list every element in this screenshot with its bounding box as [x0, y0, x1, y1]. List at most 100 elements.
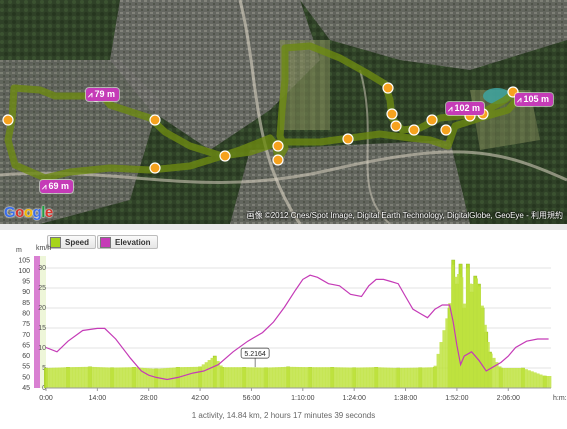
speed-bar[interactable]: [512, 368, 517, 388]
speed-bar[interactable]: [198, 366, 203, 388]
speed-bar[interactable]: [295, 366, 299, 388]
speed-bar[interactable]: [442, 330, 446, 388]
speed-bar[interactable]: [509, 368, 514, 388]
speed-bar[interactable]: [404, 367, 408, 388]
speed-bar[interactable]: [336, 367, 341, 388]
speed-bar[interactable]: [101, 367, 106, 388]
legend-elevation[interactable]: Elevation: [97, 235, 158, 249]
speed-bar[interactable]: [448, 303, 452, 388]
speed-bar[interactable]: [289, 366, 294, 388]
speed-bar[interactable]: [545, 376, 549, 388]
speed-bar[interactable]: [489, 353, 493, 388]
speed-bar[interactable]: [327, 367, 332, 388]
elevation-badge[interactable]: ⩘ 79 m: [86, 88, 120, 101]
speed-bar[interactable]: [90, 366, 94, 388]
speed-bar[interactable]: [542, 375, 546, 388]
speed-bar[interactable]: [257, 367, 261, 388]
speed-bar[interactable]: [492, 357, 496, 388]
speed-bar[interactable]: [263, 367, 267, 388]
speed-bar[interactable]: [260, 367, 264, 388]
speed-bar[interactable]: [518, 368, 523, 388]
speed-bar[interactable]: [184, 367, 188, 388]
speed-bar[interactable]: [69, 367, 73, 388]
speed-bar[interactable]: [60, 367, 65, 388]
speed-bar[interactable]: [410, 367, 414, 388]
speed-bar[interactable]: [395, 367, 399, 388]
speed-bar[interactable]: [216, 361, 220, 388]
speed-bar[interactable]: [81, 366, 85, 388]
speed-bar[interactable]: [169, 367, 173, 388]
speed-bar[interactable]: [433, 365, 437, 388]
speed-bar[interactable]: [134, 367, 138, 388]
speed-bar[interactable]: [521, 368, 525, 388]
speed-bar[interactable]: [119, 367, 123, 388]
speed-bar[interactable]: [357, 367, 361, 388]
speed-bar[interactable]: [148, 368, 153, 388]
speed-bar[interactable]: [351, 367, 355, 388]
speed-bar[interactable]: [486, 342, 490, 388]
route-marker[interactable]: [272, 140, 284, 152]
speed-bar[interactable]: [536, 373, 540, 388]
speed-bar[interactable]: [280, 367, 285, 388]
speed-bar[interactable]: [418, 367, 423, 388]
speed-bar[interactable]: [178, 367, 182, 388]
speed-bar[interactable]: [231, 367, 235, 388]
speed-bar[interactable]: [471, 284, 476, 388]
speed-bar[interactable]: [110, 367, 115, 388]
speed-bar[interactable]: [501, 368, 505, 388]
speed-bar[interactable]: [506, 368, 511, 388]
speed-bar[interactable]: [398, 367, 402, 388]
route-marker[interactable]: [342, 133, 354, 145]
speed-bar[interactable]: [254, 367, 258, 388]
speed-bar[interactable]: [439, 342, 443, 388]
speed-bar[interactable]: [413, 367, 417, 388]
speed-bar[interactable]: [46, 367, 50, 388]
speed-bar[interactable]: [292, 366, 297, 388]
speed-bar[interactable]: [389, 367, 393, 388]
speed-bar[interactable]: [236, 367, 241, 388]
speed-bar[interactable]: [151, 368, 156, 388]
speed-bar[interactable]: [515, 368, 520, 388]
route-marker[interactable]: [386, 108, 398, 120]
speed-bar[interactable]: [427, 367, 432, 388]
speed-bar[interactable]: [322, 367, 326, 388]
route-marker[interactable]: [272, 154, 284, 166]
speed-bar[interactable]: [52, 367, 56, 388]
speed-bar[interactable]: [72, 367, 76, 388]
speed-bar[interactable]: [524, 369, 528, 388]
speed-bar[interactable]: [348, 367, 352, 388]
speed-bar[interactable]: [421, 367, 426, 388]
speed-bar[interactable]: [457, 274, 461, 388]
speed-bar[interactable]: [360, 367, 364, 388]
speed-bar[interactable]: [204, 362, 208, 388]
speed-bar[interactable]: [342, 367, 346, 388]
speed-bar[interactable]: [310, 367, 314, 388]
speed-bar[interactable]: [128, 367, 132, 388]
speed-bar[interactable]: [266, 367, 270, 388]
speed-bar[interactable]: [436, 353, 440, 388]
speed-bar[interactable]: [234, 367, 238, 388]
speed-bar[interactable]: [54, 367, 59, 388]
speed-bar[interactable]: [107, 367, 112, 388]
speed-bar[interactable]: [63, 367, 68, 388]
route-marker[interactable]: [382, 82, 394, 94]
route-marker[interactable]: [149, 162, 161, 174]
elevation-badge[interactable]: ⩘ 105 m: [515, 93, 554, 106]
speed-bar[interactable]: [474, 278, 478, 388]
speed-bar[interactable]: [371, 367, 376, 388]
speed-bar[interactable]: [366, 367, 370, 388]
speed-bar[interactable]: [219, 365, 223, 388]
speed-bar[interactable]: [495, 362, 499, 388]
speed-bar[interactable]: [454, 276, 458, 388]
speed-bar[interactable]: [539, 374, 543, 388]
speed-bar[interactable]: [228, 367, 232, 388]
speed-bar[interactable]: [283, 366, 288, 388]
speed-bar[interactable]: [330, 367, 335, 388]
route-marker[interactable]: [149, 114, 161, 126]
speed-bar[interactable]: [275, 367, 279, 388]
speed-bar[interactable]: [272, 367, 276, 388]
speed-bar[interactable]: [187, 367, 191, 388]
speed-bar[interactable]: [192, 366, 197, 388]
speed-bar[interactable]: [269, 367, 273, 388]
speed-bar[interactable]: [298, 367, 302, 388]
